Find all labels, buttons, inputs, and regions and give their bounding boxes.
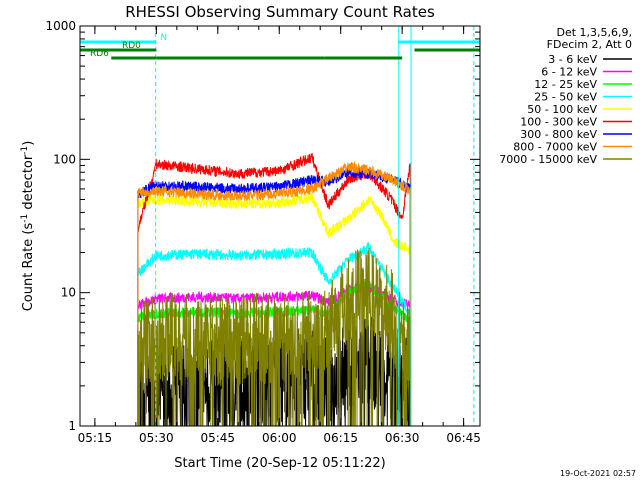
x-tick-label: 06:15: [323, 431, 358, 445]
legend-header-line: FDecim 2, Att 0: [547, 38, 632, 51]
legend-entry-label: 50 - 100 keV: [527, 103, 597, 116]
y-tick-label: 1000: [45, 19, 76, 33]
x-axis: 05:15 05:30 05:45 06:00 06:15 06:30 06:45: [78, 26, 481, 445]
legend-entry-label: 100 - 300 keV: [520, 116, 597, 129]
legend-entry-label: 800 - 7000 keV: [513, 141, 597, 154]
y-axis: 1 10 100 1000: [45, 19, 480, 433]
chart-title: RHESSI Observing Summary Count Rates: [125, 3, 435, 21]
legend-entry-label: 3 - 6 keV: [548, 53, 597, 66]
x-tick-label: 05:30: [139, 431, 174, 445]
series-line-5: [137, 192, 411, 427]
legend-entry-label: 7000 - 15000 keV: [499, 153, 597, 166]
legend-header-line: Det 1,3,5,6,9,: [556, 26, 632, 39]
legend-entry-label: 6 - 12 keV: [541, 66, 597, 79]
x-axis-label: Start Time (20-Sep-12 05:11:22): [174, 456, 385, 471]
legend-entry-label: 300 - 800 keV: [520, 128, 597, 141]
flag-label-rd6: RD6: [90, 49, 109, 59]
x-tick-label: 05:45: [200, 431, 235, 445]
y-tick-label: 100: [53, 152, 76, 166]
flag-label-rd0: RD0: [122, 41, 141, 51]
x-tick-label: 06:30: [385, 431, 420, 445]
series-line-9: [137, 247, 411, 427]
timestamp: 19-Oct-2021 02:57: [560, 469, 636, 478]
series-line-7: [137, 166, 411, 427]
legend: Det 1,3,5,6,9,FDecim 2, Att 0 3 - 6 keV6 …: [499, 26, 632, 166]
plot-area: N RD0 RD6: [80, 26, 480, 427]
x-tick-label: 05:15: [78, 431, 113, 445]
series-line-4: [137, 242, 411, 427]
y-tick-label: 1: [68, 419, 76, 433]
y-axis-label: Count Rate (s-1 detector-1): [20, 141, 36, 312]
y-tick-label: 10: [61, 286, 76, 300]
x-tick-label: 06:45: [446, 431, 481, 445]
series-line-6: [137, 153, 411, 427]
x-tick-label: 06:00: [262, 431, 297, 445]
plot-frame: [79, 25, 481, 427]
legend-entry-label: 25 - 50 keV: [534, 91, 597, 104]
legend-entry-label: 12 - 25 keV: [534, 78, 597, 91]
flag-label-n: N: [160, 33, 167, 43]
series-line-8: [137, 160, 411, 427]
